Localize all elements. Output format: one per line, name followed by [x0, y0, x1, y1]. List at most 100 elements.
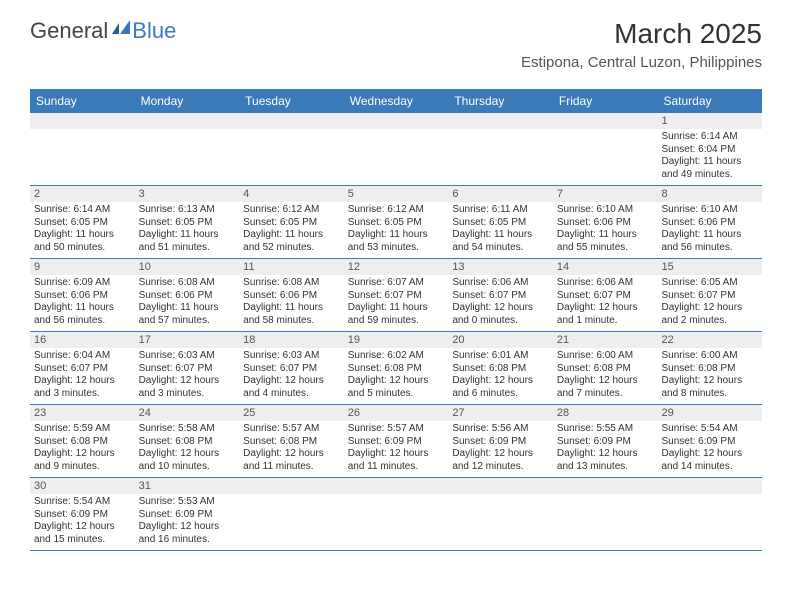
day-number: 10	[135, 259, 240, 275]
day-body: Sunrise: 6:10 AMSunset: 6:06 PMDaylight:…	[657, 202, 762, 258]
day-body: Sunrise: 6:08 AMSunset: 6:06 PMDaylight:…	[135, 275, 240, 331]
sunset-text: Sunset: 6:06 PM	[243, 290, 340, 303]
location-subtitle: Estipona, Central Luzon, Philippines	[521, 54, 762, 71]
title-block: March 2025 Estipona, Central Luzon, Phil…	[521, 18, 762, 71]
day-number: 2	[30, 186, 135, 202]
day-cell	[239, 113, 344, 185]
day-number: 22	[657, 332, 762, 348]
daylight-text: Daylight: 12 hours and 11 minutes.	[243, 448, 340, 473]
day-cell	[344, 113, 449, 185]
sunset-text: Sunset: 6:06 PM	[661, 217, 758, 230]
day-cell: 19Sunrise: 6:02 AMSunset: 6:08 PMDayligh…	[344, 332, 449, 404]
week-row: 9Sunrise: 6:09 AMSunset: 6:06 PMDaylight…	[30, 259, 762, 332]
daylight-text: Daylight: 11 hours and 55 minutes.	[557, 229, 654, 254]
day-number: 28	[553, 405, 658, 421]
sunset-text: Sunset: 6:07 PM	[243, 363, 340, 376]
day-cell	[448, 113, 553, 185]
day-body: Sunrise: 6:13 AMSunset: 6:05 PMDaylight:…	[135, 202, 240, 258]
day-body	[239, 129, 344, 179]
sunset-text: Sunset: 6:08 PM	[243, 436, 340, 449]
day-body: Sunrise: 6:01 AMSunset: 6:08 PMDaylight:…	[448, 348, 553, 404]
day-header: Thursday	[448, 89, 553, 113]
day-number	[344, 113, 449, 129]
day-cell	[344, 478, 449, 550]
day-number: 6	[448, 186, 553, 202]
day-number: 4	[239, 186, 344, 202]
sunrise-text: Sunrise: 5:58 AM	[139, 423, 236, 436]
day-number	[553, 478, 658, 494]
calendar-grid: Sunday Monday Tuesday Wednesday Thursday…	[30, 89, 762, 551]
day-cell: 30Sunrise: 5:54 AMSunset: 6:09 PMDayligh…	[30, 478, 135, 550]
week-row: 1Sunrise: 6:14 AMSunset: 6:04 PMDaylight…	[30, 113, 762, 186]
day-header-row: Sunday Monday Tuesday Wednesday Thursday…	[30, 89, 762, 113]
sunrise-text: Sunrise: 5:55 AM	[557, 423, 654, 436]
day-body	[344, 494, 449, 544]
day-body	[344, 129, 449, 179]
day-body	[30, 129, 135, 179]
day-body	[553, 129, 658, 179]
sunrise-text: Sunrise: 6:00 AM	[557, 350, 654, 363]
sunrise-text: Sunrise: 5:57 AM	[348, 423, 445, 436]
daylight-text: Daylight: 11 hours and 59 minutes.	[348, 302, 445, 327]
day-body: Sunrise: 6:00 AMSunset: 6:08 PMDaylight:…	[553, 348, 658, 404]
daylight-text: Daylight: 12 hours and 8 minutes.	[661, 375, 758, 400]
day-number: 1	[657, 113, 762, 129]
daylight-text: Daylight: 12 hours and 6 minutes.	[452, 375, 549, 400]
day-cell: 24Sunrise: 5:58 AMSunset: 6:08 PMDayligh…	[135, 405, 240, 477]
day-number	[239, 478, 344, 494]
sunrise-text: Sunrise: 6:14 AM	[34, 204, 131, 217]
day-number: 24	[135, 405, 240, 421]
day-body: Sunrise: 6:12 AMSunset: 6:05 PMDaylight:…	[239, 202, 344, 258]
day-body: Sunrise: 6:00 AMSunset: 6:08 PMDaylight:…	[657, 348, 762, 404]
sunrise-text: Sunrise: 6:08 AM	[243, 277, 340, 290]
day-cell: 10Sunrise: 6:08 AMSunset: 6:06 PMDayligh…	[135, 259, 240, 331]
day-cell: 15Sunrise: 6:05 AMSunset: 6:07 PMDayligh…	[657, 259, 762, 331]
daylight-text: Daylight: 12 hours and 5 minutes.	[348, 375, 445, 400]
day-cell: 16Sunrise: 6:04 AMSunset: 6:07 PMDayligh…	[30, 332, 135, 404]
day-cell	[448, 478, 553, 550]
day-body: Sunrise: 6:03 AMSunset: 6:07 PMDaylight:…	[239, 348, 344, 404]
week-row: 16Sunrise: 6:04 AMSunset: 6:07 PMDayligh…	[30, 332, 762, 405]
day-cell	[657, 478, 762, 550]
day-number	[239, 113, 344, 129]
sunset-text: Sunset: 6:09 PM	[348, 436, 445, 449]
day-header: Tuesday	[239, 89, 344, 113]
day-number: 21	[553, 332, 658, 348]
day-cell	[553, 478, 658, 550]
sunrise-text: Sunrise: 6:11 AM	[452, 204, 549, 217]
sunrise-text: Sunrise: 6:08 AM	[139, 277, 236, 290]
sunset-text: Sunset: 6:05 PM	[34, 217, 131, 230]
sunset-text: Sunset: 6:07 PM	[348, 290, 445, 303]
day-number: 26	[344, 405, 449, 421]
day-cell: 6Sunrise: 6:11 AMSunset: 6:05 PMDaylight…	[448, 186, 553, 258]
day-cell: 13Sunrise: 6:06 AMSunset: 6:07 PMDayligh…	[448, 259, 553, 331]
sunrise-text: Sunrise: 6:04 AM	[34, 350, 131, 363]
sunset-text: Sunset: 6:05 PM	[139, 217, 236, 230]
day-cell: 11Sunrise: 6:08 AMSunset: 6:06 PMDayligh…	[239, 259, 344, 331]
sunset-text: Sunset: 6:09 PM	[661, 436, 758, 449]
week-row: 23Sunrise: 5:59 AMSunset: 6:08 PMDayligh…	[30, 405, 762, 478]
sunrise-text: Sunrise: 6:10 AM	[557, 204, 654, 217]
page-header: General Blue March 2025 Estipona, Centra…	[0, 0, 792, 79]
day-number: 13	[448, 259, 553, 275]
day-number: 18	[239, 332, 344, 348]
day-cell: 22Sunrise: 6:00 AMSunset: 6:08 PMDayligh…	[657, 332, 762, 404]
daylight-text: Daylight: 12 hours and 1 minute.	[557, 302, 654, 327]
day-number: 5	[344, 186, 449, 202]
daylight-text: Daylight: 12 hours and 2 minutes.	[661, 302, 758, 327]
day-cell	[239, 478, 344, 550]
sunset-text: Sunset: 6:05 PM	[452, 217, 549, 230]
day-number: 23	[30, 405, 135, 421]
sunset-text: Sunset: 6:09 PM	[139, 509, 236, 522]
daylight-text: Daylight: 12 hours and 11 minutes.	[348, 448, 445, 473]
week-row: 2Sunrise: 6:14 AMSunset: 6:05 PMDaylight…	[30, 186, 762, 259]
day-header: Wednesday	[344, 89, 449, 113]
day-body	[657, 494, 762, 544]
day-cell: 4Sunrise: 6:12 AMSunset: 6:05 PMDaylight…	[239, 186, 344, 258]
day-number: 15	[657, 259, 762, 275]
day-number	[344, 478, 449, 494]
daylight-text: Daylight: 11 hours and 50 minutes.	[34, 229, 131, 254]
sunrise-text: Sunrise: 6:00 AM	[661, 350, 758, 363]
day-number: 14	[553, 259, 658, 275]
day-cell: 8Sunrise: 6:10 AMSunset: 6:06 PMDaylight…	[657, 186, 762, 258]
